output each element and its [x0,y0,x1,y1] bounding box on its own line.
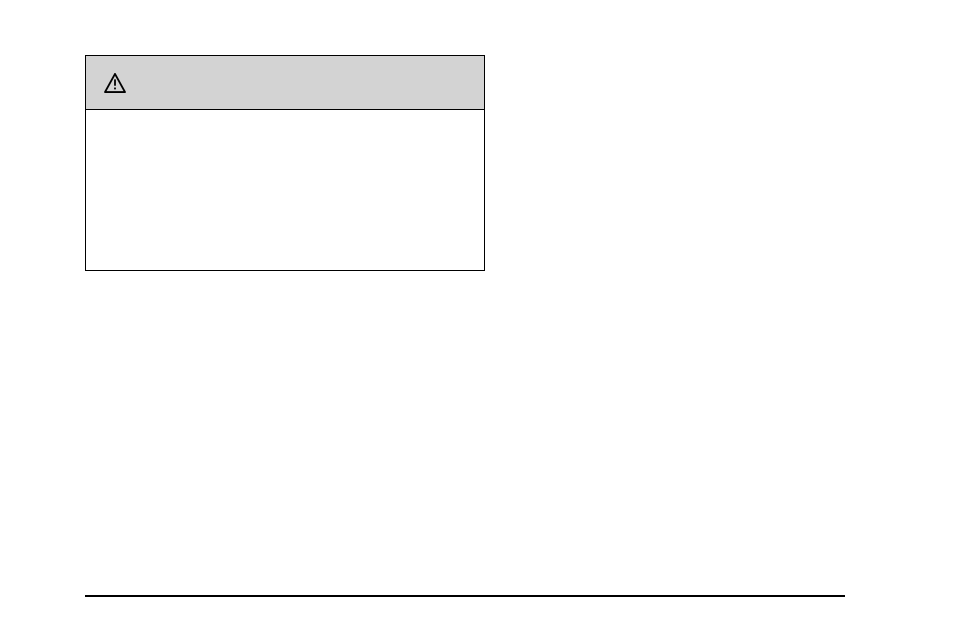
footer-rule [85,595,845,597]
caution-triangle-icon [104,73,126,93]
document-page: CAUTION [0,0,954,636]
warning-header: CAUTION [86,56,484,110]
warning-body [86,110,484,270]
warning-box: CAUTION [85,55,485,271]
